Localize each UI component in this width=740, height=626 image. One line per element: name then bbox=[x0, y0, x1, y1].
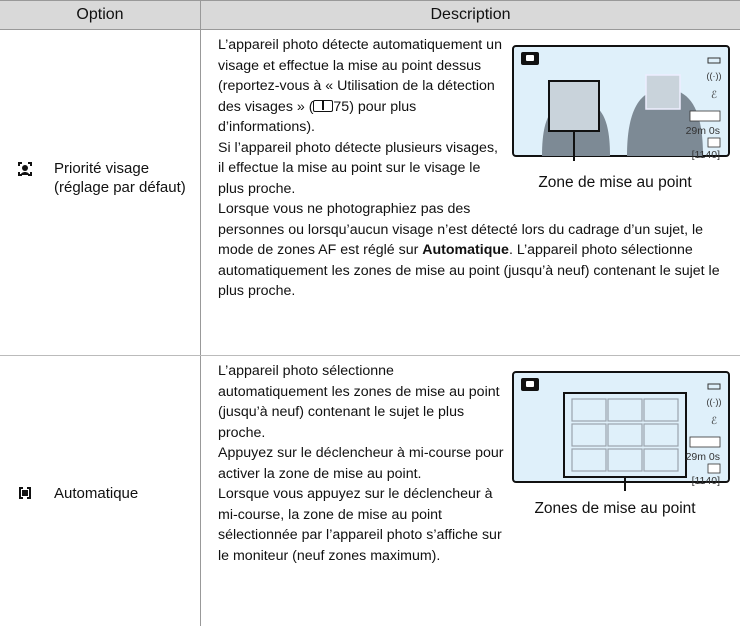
row-divider bbox=[0, 355, 740, 356]
header-option: Option bbox=[0, 0, 200, 30]
description-cell: ((·)) ℰ 29m 0s [1140] Zones de mise au p… bbox=[218, 361, 732, 566]
screen-time: 29m 0s bbox=[686, 451, 720, 463]
screen-time: 29m 0s bbox=[686, 125, 720, 137]
paragraph: Si l’appareil photo détecte plusieurs vi… bbox=[218, 139, 498, 197]
text: . L’appareil photo sélectionne automatiq… bbox=[218, 242, 720, 299]
paragraph: L’appareil photo détecte automatiquement… bbox=[218, 35, 732, 138]
paragraph: Appuyez sur le déclencheur à mi-course p… bbox=[218, 445, 504, 482]
paragraph: Lorsque vous ne photographiez pas des pe… bbox=[218, 199, 732, 302]
camera-screen: ((·)) ℰ 29m 0s [1140] bbox=[512, 371, 730, 491]
screen-count: [1140] bbox=[692, 149, 720, 161]
paragraph: Lorsque vous appuyez sur le déclencheur … bbox=[218, 486, 502, 564]
option-label: Automatique bbox=[54, 485, 139, 502]
paragraph: L’appareil photo sélectionne automatique… bbox=[218, 363, 500, 441]
header-description: Description bbox=[200, 0, 740, 30]
face-priority-icon bbox=[18, 162, 32, 176]
text: Lorsque vous ne photographiez pas des pe… bbox=[218, 201, 704, 258]
figure: ((·)) ℰ 29m 0s [1140] Zone de mise au po… bbox=[512, 45, 738, 193]
reference-icon bbox=[313, 99, 334, 112]
option-cell: Priorité visage (réglage par défaut) bbox=[0, 159, 200, 219]
option-label: Priorité visage (réglage par défaut) bbox=[54, 160, 186, 196]
svg-text:ℰ: ℰ bbox=[711, 416, 717, 427]
bold-text: Automatique bbox=[422, 242, 509, 258]
figure: ((·)) ℰ 29m 0s [1140] Zones de mise au p… bbox=[512, 371, 738, 519]
column-divider bbox=[200, 30, 201, 626]
camera-screen: ((·)) ℰ 29m 0s [1140] bbox=[512, 45, 730, 161]
text: 75) pour plus d’informations). bbox=[218, 98, 417, 136]
option-cell: Automatique bbox=[0, 484, 200, 514]
auto-area-icon bbox=[19, 487, 31, 499]
figure-caption: Zone de mise au point bbox=[538, 174, 692, 191]
description-cell: ((·)) ℰ 29m 0s [1140] Zone de mise au po… bbox=[218, 35, 732, 302]
text: L’appareil photo détecte automatiquement… bbox=[218, 37, 502, 115]
svg-text:ℰ: ℰ bbox=[711, 90, 717, 101]
svg-text:((·)): ((·)) bbox=[707, 71, 722, 81]
figure-caption: Zones de mise au point bbox=[534, 500, 696, 517]
svg-text:((·)): ((·)) bbox=[707, 397, 722, 407]
screen-count: [1140] bbox=[692, 475, 720, 487]
